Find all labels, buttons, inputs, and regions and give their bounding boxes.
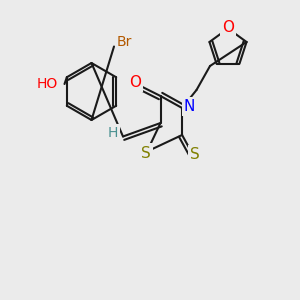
Text: H: H — [107, 127, 118, 140]
Text: HO: HO — [37, 77, 58, 91]
Text: O: O — [129, 75, 141, 90]
Text: Br: Br — [117, 35, 132, 49]
Text: S: S — [141, 146, 150, 160]
Text: S: S — [190, 147, 200, 162]
Text: O: O — [222, 20, 234, 34]
Text: N: N — [184, 99, 195, 114]
